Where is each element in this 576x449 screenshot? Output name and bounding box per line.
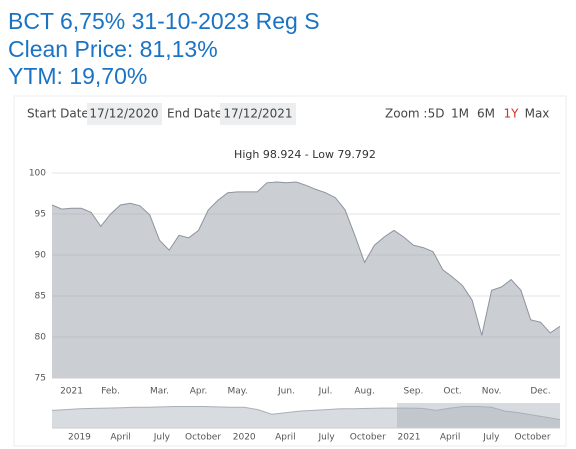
area-line [51,181,561,336]
zoom-button[interactable]: 6M [477,107,495,121]
x-tick-label: 2019 [68,433,91,443]
start-input[interactable] [87,103,162,125]
x-tick-label: 2021 [398,433,421,443]
end-date[interactable]: 17/12/2021 [223,107,292,121]
x-tick-label: October [515,433,551,443]
panel [13,95,567,447]
y-tick-label: 100 [29,169,46,179]
x-tick-label: July [153,433,171,443]
area-fill [52,182,560,378]
x-tick-label: Dec. [530,387,550,397]
end-input[interactable] [220,103,296,125]
ytm: YTM: 19,70% [8,63,148,89]
x-tick-label: 2021 [60,387,83,397]
start-date[interactable]: 17/12/2020 [89,107,158,121]
x-tick-label: July [318,433,336,443]
x-tick-label: April [440,433,461,443]
x-tick-label: Nov. [482,387,502,397]
x-tick-label: Mar. [150,387,169,397]
x-tick-label: Sep. [404,387,424,397]
x-tick-label: Jun. [277,387,295,397]
clean-price: Clean Price: 81,13% [8,36,218,62]
zoom-button[interactable]: 1M [451,107,469,121]
x-tick-label: October [350,433,386,443]
y-tick-label: 75 [35,374,46,384]
x-tick-label: October [185,433,221,443]
x-tick-label: Apr. [190,387,208,397]
x-tick-label: 2020 [233,433,256,443]
x-tick-label: Feb. [101,387,120,397]
x-tick-label: Jul. [318,387,333,397]
x-tick-label: Aug. [354,387,374,397]
end-label: End Date [167,107,222,121]
x-tick-label: Oct. [443,387,461,397]
chart-subtitle: High 98.924 - Low 79.792 [234,148,376,161]
bond-title: BCT 6,75% 31-10-2023 Reg S [8,8,320,34]
start-label: Start Date [27,107,89,121]
y-tick-label: 95 [35,210,46,220]
area-line [51,406,561,421]
y-tick-label: 85 [35,292,46,302]
x-tick-label: April [275,433,296,443]
zoom-label: Zoom : [385,107,427,121]
area-fill [52,406,560,428]
zoom-button[interactable]: 5D [428,107,445,121]
zoom-button[interactable]: 1Y [504,107,520,121]
y-tick-label: 80 [35,333,47,343]
x-tick-label: July [482,433,500,443]
x-tick-label: April [110,433,131,443]
zoom-button[interactable]: Max [525,107,550,121]
y-tick-label: 90 [35,251,47,261]
x-tick-label: May. [228,387,248,397]
